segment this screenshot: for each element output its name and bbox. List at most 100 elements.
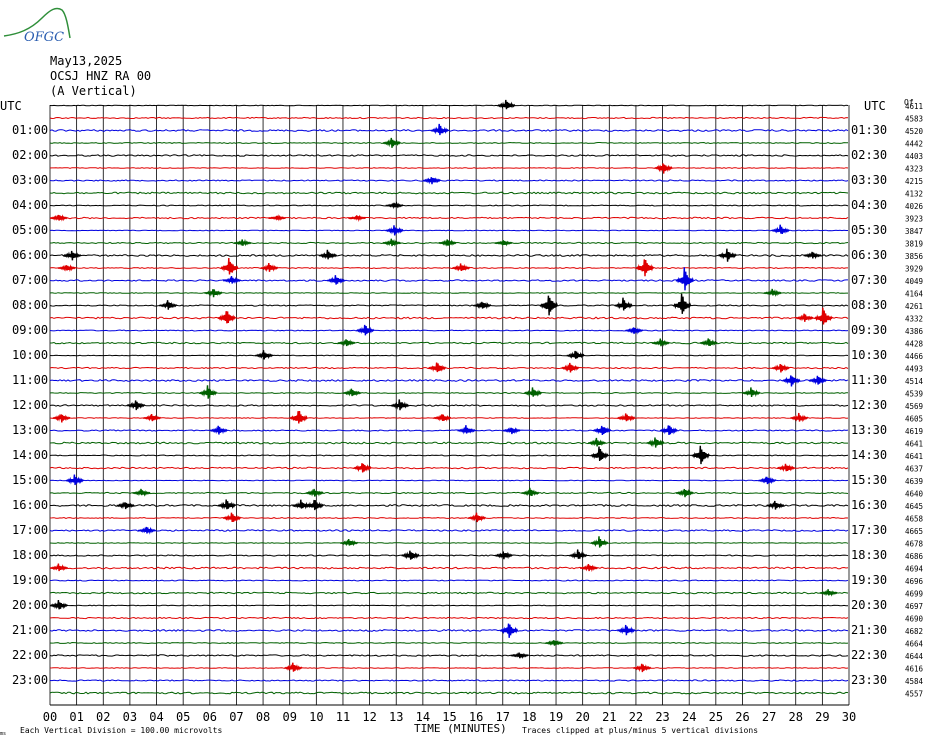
trace-line-36 — [49, 554, 849, 557]
offset-title: Of — [904, 98, 914, 107]
trace-line-24 — [49, 404, 849, 407]
trace-line-32 — [50, 504, 849, 507]
x-tick-label: 06 — [203, 710, 217, 724]
trace-line-15 — [49, 292, 848, 294]
right-half-hour-label: 15:30 — [851, 473, 887, 487]
event-burst-41 — [699, 338, 718, 346]
right-half-hour-label: 22:30 — [851, 648, 887, 662]
offset-value: 4694 — [905, 565, 924, 574]
trace-line-44 — [49, 654, 849, 657]
event-burst-49 — [198, 385, 218, 399]
event-burst-36 — [795, 313, 814, 322]
trace-line-30 — [49, 479, 849, 482]
logo-text: OFGC — [24, 30, 64, 45]
event-burst-81 — [305, 499, 324, 511]
event-burst-42 — [255, 350, 274, 360]
offset-value: 4164 — [905, 290, 924, 299]
offset-value: 3847 — [905, 227, 923, 236]
seismic-traces — [49, 104, 849, 695]
event-burst-38 — [625, 327, 644, 335]
event-burst-59 — [617, 413, 636, 422]
left-utc-title: UTC — [0, 99, 22, 113]
event-burst-70 — [353, 463, 372, 473]
right-half-hour-label: 13:30 — [851, 423, 887, 437]
left-hour-label: 22:00 — [12, 648, 48, 662]
offset-value: 4323 — [905, 165, 923, 174]
event-burst-26 — [675, 267, 695, 291]
right-half-hour-label: 11:30 — [851, 373, 887, 387]
offset-value: 4658 — [905, 515, 924, 524]
x-tick-label: 29 — [815, 710, 829, 724]
event-burst-24 — [326, 275, 346, 285]
left-hour-label: 21:00 — [12, 623, 48, 637]
right-half-hour-label: 21:30 — [851, 623, 887, 637]
event-burst-20 — [220, 257, 239, 275]
event-burst-33 — [672, 293, 692, 314]
x-tick-label: 19 — [549, 710, 563, 724]
event-burst-73 — [758, 476, 777, 485]
trace-line-2 — [49, 129, 849, 132]
station-label: OCSJ HNZ RA 00 — [50, 69, 151, 83]
trace-line-45 — [49, 667, 849, 669]
event-burst-93 — [819, 589, 838, 597]
offset-value: 3856 — [905, 252, 924, 261]
right-half-hour-label: 19:30 — [851, 573, 887, 587]
event-burst-21 — [260, 263, 279, 272]
event-burst-88 — [401, 550, 420, 560]
offset-value: 4682 — [905, 627, 923, 636]
offset-value: 4261 — [905, 302, 923, 311]
offset-value: 4026 — [905, 202, 924, 211]
offset-value: 4605 — [905, 415, 923, 424]
event-burst-61 — [209, 425, 228, 435]
trace-line-20 — [49, 354, 849, 357]
right-half-hour-label: 05:30 — [851, 223, 887, 237]
x-tick-label: 16 — [469, 710, 483, 724]
event-burst-30 — [473, 301, 492, 310]
clip-note: Traces clipped at plus/minus 5 vertical … — [522, 726, 758, 735]
event-burst-99 — [284, 662, 303, 672]
event-burst-80 — [292, 499, 311, 510]
trace-line-21 — [49, 366, 849, 370]
trace-line-9 — [49, 216, 849, 220]
right-half-hour-labels: 01:30 02:30 03:30 04:30 05:30 06:30 07:30 08:30… — [851, 123, 887, 687]
event-burst-5 — [385, 201, 404, 210]
trace-line-0 — [49, 104, 849, 107]
seismic-events — [49, 99, 838, 673]
right-half-hour-label: 17:30 — [851, 523, 887, 537]
event-burst-63 — [502, 427, 521, 435]
trace-line-8 — [49, 204, 849, 207]
event-burst-35 — [814, 307, 833, 325]
event-burst-10 — [771, 224, 790, 234]
trace-line-35 — [49, 542, 849, 544]
event-burst-50 — [342, 388, 361, 397]
event-burst-89 — [494, 551, 513, 560]
trace-line-14 — [49, 279, 848, 282]
right-half-hour-label: 10:30 — [851, 348, 887, 362]
time-grid — [49, 105, 850, 706]
event-burst-90 — [569, 549, 588, 560]
left-hour-label: 13:00 — [12, 423, 48, 437]
event-burst-79 — [217, 499, 236, 510]
corner-mark: ms — [0, 731, 6, 737]
offset-value: 4641 — [905, 440, 923, 449]
event-burst-32 — [614, 297, 633, 311]
offset-value: 4686 — [905, 552, 924, 561]
x-tick-label: 04 — [149, 710, 163, 724]
offset-value: 4466 — [905, 352, 924, 361]
event-burst-95 — [499, 623, 519, 638]
trace-line-34 — [49, 529, 849, 532]
left-hour-label: 19:00 — [12, 573, 48, 587]
left-hour-label: 11:00 — [12, 373, 48, 387]
x-tick-label: 17 — [496, 710, 510, 724]
right-half-hour-label: 18:30 — [851, 548, 887, 562]
event-burst-78 — [116, 501, 135, 510]
trace-line-37 — [49, 566, 849, 570]
event-burst-45 — [561, 362, 580, 373]
event-burst-47 — [782, 375, 801, 387]
event-burst-9 — [385, 225, 404, 236]
event-burst-86 — [340, 539, 359, 547]
left-hour-label: 09:00 — [12, 323, 48, 337]
offset-value: 4493 — [905, 365, 923, 374]
offset-value: 4641 — [905, 452, 923, 461]
event-burst-92 — [49, 563, 68, 572]
